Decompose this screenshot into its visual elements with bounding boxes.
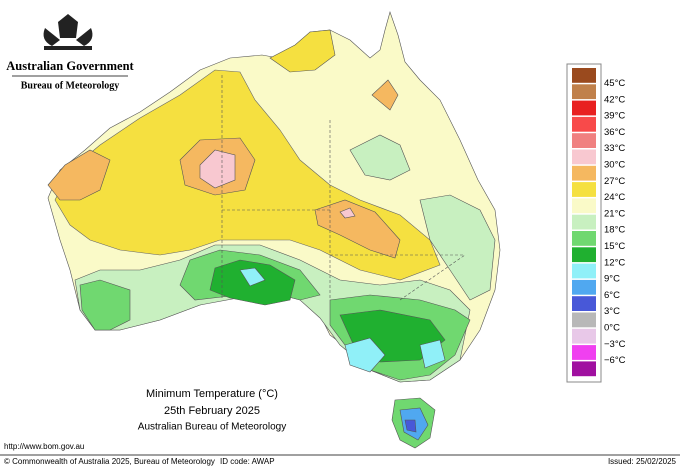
government-name: Australian Government	[6, 59, 134, 73]
title-line: Australian Bureau of Meteorology	[138, 422, 286, 433]
legend-swatch	[572, 214, 596, 230]
legend-swatch	[572, 116, 596, 132]
legend-label: 30°C	[604, 160, 625, 171]
legend-swatch	[572, 68, 596, 83]
australia-map	[47, 10, 501, 449]
legend-label: 42°C	[604, 94, 625, 105]
legend-swatch	[572, 279, 596, 295]
legend-label: 3°C	[604, 306, 620, 317]
crest	[43, 14, 93, 50]
legend-swatch	[572, 296, 596, 311]
legend-label: 9°C	[604, 274, 620, 285]
legend-swatch	[572, 84, 596, 100]
legend-swatch	[572, 198, 596, 214]
legend-label: −3°C	[604, 339, 626, 350]
legend-swatch	[572, 133, 596, 148]
footer-issued: Issued: 25/02/2025	[608, 457, 677, 466]
legend-label: 15°C	[604, 241, 625, 252]
legend-swatch	[572, 247, 596, 263]
legend-label: 27°C	[604, 176, 625, 187]
agency-name: Bureau of Meteorology	[21, 80, 120, 91]
legend-swatch	[572, 345, 596, 360]
legend-swatch	[572, 231, 596, 246]
legend-label: 21°C	[604, 208, 625, 219]
legend-label: 24°C	[604, 192, 625, 203]
legend-label: 12°C	[604, 257, 625, 268]
legend-label: 39°C	[604, 111, 625, 122]
legend-label: 33°C	[604, 143, 625, 154]
legend-swatch	[572, 361, 596, 377]
legend-label: −6°C	[604, 355, 626, 366]
legend-label: 6°C	[604, 290, 620, 301]
legend-swatch	[572, 165, 596, 181]
legend-swatch	[572, 100, 596, 116]
legend-swatch	[572, 328, 596, 344]
legend-swatch	[572, 149, 596, 165]
footer-url: http://www.bom.gov.au	[4, 442, 84, 451]
legend: 45°C 42°C 39°C 36°C 33°C 30°C 27°C 24°C 21°C 18°C…	[572, 68, 626, 377]
legend-label: 18°C	[604, 225, 625, 236]
legend-label: 36°C	[604, 127, 625, 138]
footer-id: ID code: AWAP	[220, 457, 275, 466]
title-line: 25th February 2025	[164, 405, 260, 417]
title-line: Minimum Temperature (°C)	[146, 388, 278, 400]
legend-swatch	[572, 182, 596, 197]
legend-label: 45°C	[604, 78, 625, 89]
legend-label: 0°C	[604, 323, 620, 334]
legend-swatch	[572, 263, 596, 279]
legend-swatch	[572, 312, 596, 328]
footer-copyright: © Commonwealth of Australia 2025, Bureau…	[4, 457, 215, 466]
